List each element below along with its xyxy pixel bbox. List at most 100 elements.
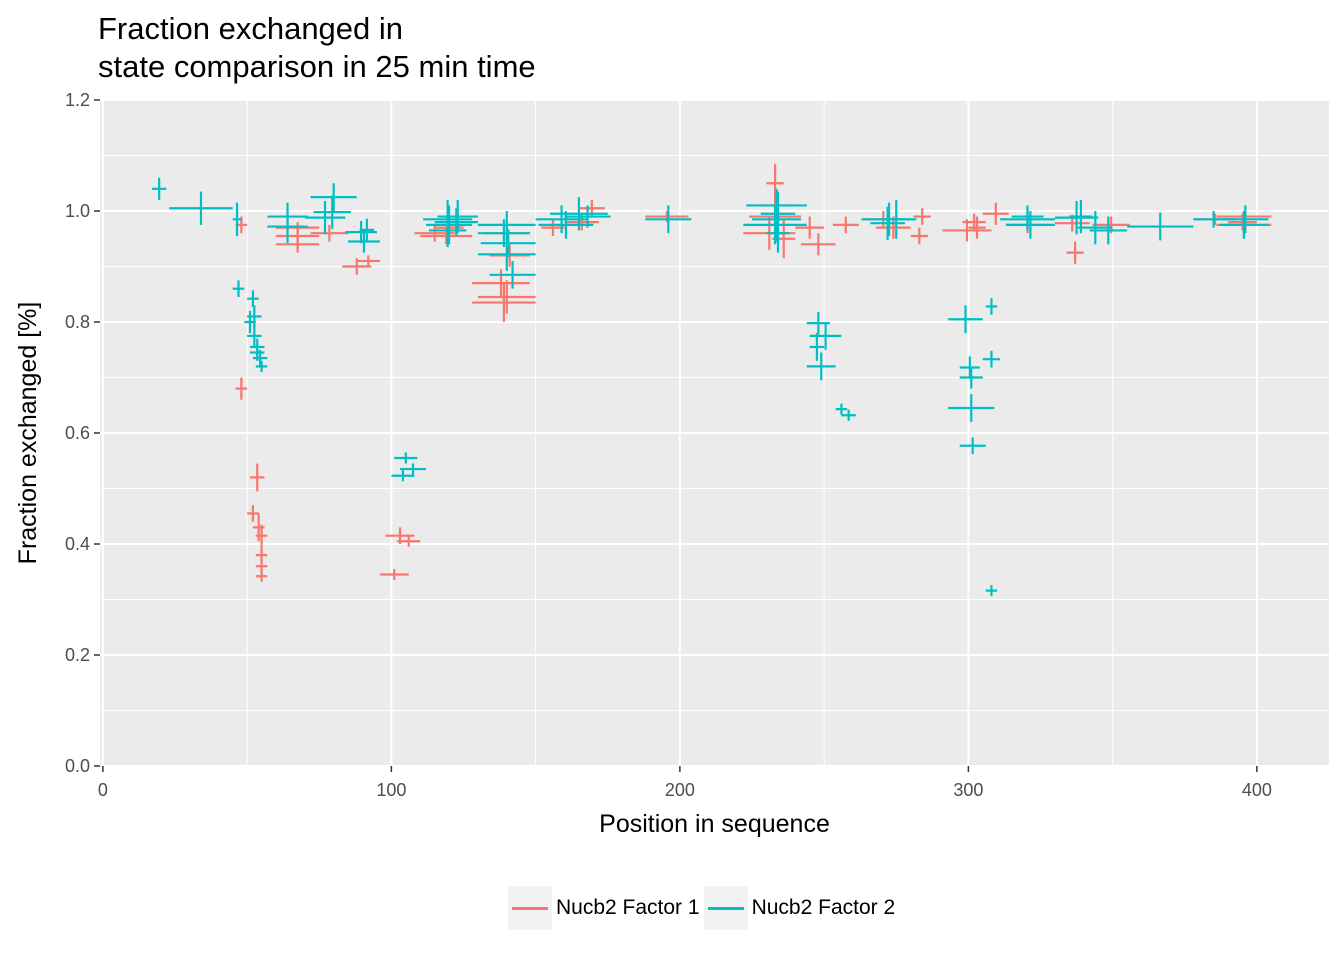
data-point (345, 220, 377, 244)
data-point (550, 197, 608, 231)
data-point (267, 209, 308, 244)
data-point (959, 366, 983, 389)
series-2 (151, 177, 1269, 597)
data-point (247, 505, 259, 522)
data-point (870, 206, 905, 240)
data-point (275, 235, 320, 253)
data-point (235, 377, 248, 400)
data-point (434, 208, 478, 236)
data-point (397, 535, 421, 547)
data-point (645, 205, 692, 234)
data-point (275, 222, 320, 234)
legend-label-series-1: Nucb2 Factor 1 (556, 896, 700, 919)
data-point (379, 568, 409, 581)
data-point (959, 437, 986, 455)
series-1 (235, 163, 1272, 582)
data-point (437, 199, 478, 234)
data-point (1228, 213, 1257, 231)
x-tick-label: 0 (98, 780, 108, 800)
data-point (250, 463, 265, 492)
data-point (304, 201, 346, 235)
y-axis-label: Fraction exchanged [%] (14, 302, 42, 565)
legend-swatch-series-2 (707, 907, 744, 910)
data-point (1219, 211, 1269, 239)
y-tick-label: 0.6 (65, 423, 90, 443)
data-point (247, 305, 262, 328)
data-point (472, 283, 536, 322)
data-point (982, 350, 1001, 368)
data-point (480, 229, 536, 258)
legend-item-series-2[interactable]: Nucb2 Factor 2 (703, 886, 896, 930)
data-point (247, 324, 262, 347)
data-point (801, 233, 836, 256)
legend: Nucb2 Factor 1 Nucb2 Factor 2 (508, 886, 899, 930)
data-point (489, 244, 530, 267)
data-point (359, 218, 375, 241)
x-tick-label: 200 (665, 780, 695, 800)
data-point (766, 213, 790, 253)
y-tick-label: 0.4 (65, 534, 90, 554)
data-point (564, 205, 611, 228)
legend-swatch-series-1 (512, 907, 548, 910)
data-point (151, 177, 167, 200)
data-point (169, 191, 233, 225)
data-point (255, 360, 268, 372)
legend-label-series-2: Nucb2 Factor 2 (751, 896, 896, 919)
data-point (1127, 212, 1194, 241)
data-point (910, 227, 928, 245)
data-point (959, 356, 980, 379)
data-point (743, 205, 807, 245)
data-point (252, 349, 268, 367)
data-point (1011, 205, 1044, 228)
y-tick-label: 1.0 (65, 201, 90, 221)
data-point (255, 524, 268, 547)
data-point (766, 163, 784, 203)
y-tick-label: 1.2 (65, 90, 90, 110)
data-point (348, 230, 380, 253)
data-point (232, 202, 242, 236)
data-point (313, 195, 351, 229)
data-point (394, 452, 418, 464)
data-point (968, 216, 986, 239)
data-point (477, 237, 536, 271)
data-point (985, 298, 998, 315)
data-point (881, 199, 911, 239)
data-point (1066, 241, 1084, 264)
data-point (985, 585, 998, 597)
legend-key-series-2 (703, 886, 748, 930)
data-point (913, 208, 931, 225)
data-point (489, 260, 536, 289)
data-point (247, 290, 259, 308)
data-point (835, 403, 848, 415)
data-point (400, 463, 427, 475)
data-point (982, 202, 1009, 225)
y-tick-label: 0.0 (65, 756, 90, 776)
data-point (428, 213, 467, 248)
x-tick-label: 300 (953, 780, 983, 800)
data-point (426, 205, 473, 245)
data-point (1078, 211, 1113, 245)
data-point (1089, 216, 1128, 245)
data-point (841, 409, 856, 421)
data-point (948, 305, 983, 334)
data-point (809, 322, 842, 350)
x-axis-label: Position in sequence (599, 810, 830, 838)
data-point (1222, 205, 1269, 234)
data-point (391, 470, 415, 482)
data-point (477, 280, 536, 314)
data-point (795, 216, 825, 239)
data-point (948, 394, 995, 422)
data-point (310, 224, 349, 242)
x-tick-label: 100 (376, 780, 406, 800)
legend-item-series-1[interactable]: Nucb2 Factor 1 (508, 886, 700, 930)
y-tick-label: 0.8 (65, 312, 90, 332)
data-point (356, 255, 380, 267)
y-tick-label: 0.2 (65, 645, 90, 665)
data-point (232, 280, 245, 298)
data-point (1054, 201, 1099, 235)
data-point (809, 333, 825, 361)
data-point (832, 216, 859, 234)
data-point (255, 570, 268, 582)
